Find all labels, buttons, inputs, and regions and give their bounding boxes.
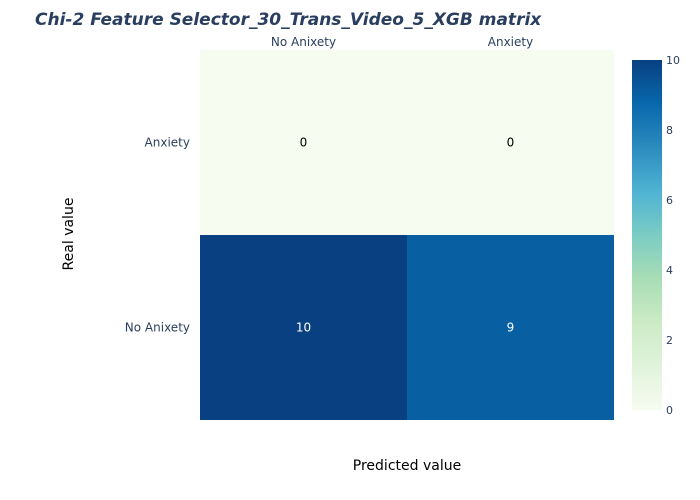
x-axis-label: Predicted value	[353, 458, 461, 474]
y-axis-label: Real value	[61, 198, 77, 271]
colorbar-ticks: 0 2 4 6 8 10	[666, 54, 680, 417]
cell-value-label: 9	[507, 321, 515, 335]
colorbar-tick-label: 8	[666, 124, 673, 137]
colorbar	[632, 60, 662, 410]
colorbar-tick-label: 2	[666, 334, 673, 347]
heatmap-cell	[200, 235, 407, 420]
cell-value-label: 0	[507, 136, 515, 150]
y-axis-ticks: No Anixety Anxiety	[125, 136, 190, 335]
colorbar-tick-label: 4	[666, 264, 673, 277]
chart-title: Chi-2 Feature Selector_30_Trans_Video_5_…	[35, 10, 542, 30]
heatmap-cell	[407, 235, 614, 420]
x-axis-ticks: No Anixety Anxiety	[271, 35, 533, 49]
heatmap-cell	[200, 50, 407, 235]
colorbar-tick-label: 0	[666, 404, 673, 417]
y-tick-label: No Anixety	[125, 321, 190, 335]
colorbar-tick-label: 10	[666, 54, 680, 67]
colorbar-tick-label: 6	[666, 194, 673, 207]
cell-value-label: 10	[296, 321, 311, 335]
cell-value-label: 0	[300, 136, 308, 150]
heatmap-cell	[407, 50, 614, 235]
x-tick-label: No Anixety	[271, 35, 336, 49]
x-tick-label: Anxiety	[488, 35, 533, 49]
y-tick-label: Anxiety	[145, 136, 190, 150]
heatmap-cells: 10 9 0 0	[200, 50, 614, 420]
